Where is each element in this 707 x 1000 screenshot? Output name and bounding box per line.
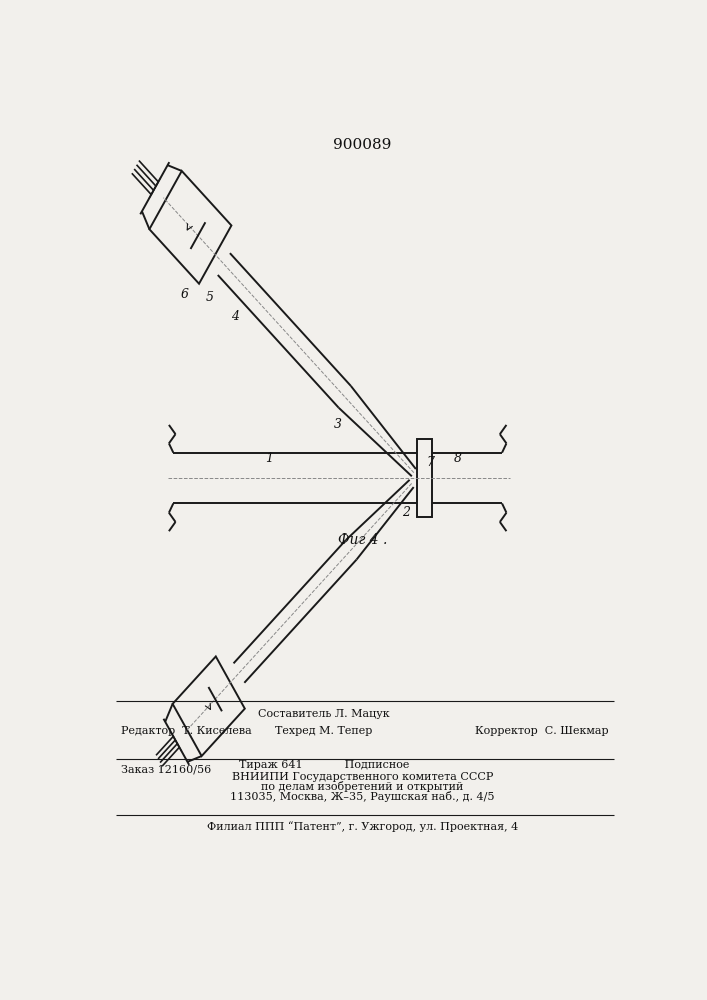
Text: Техред М. Тепер: Техред М. Тепер	[275, 726, 373, 736]
Text: Тираж 641            Подписное: Тираж 641 Подписное	[239, 760, 409, 770]
Text: 900089: 900089	[333, 138, 392, 152]
Polygon shape	[417, 439, 433, 517]
Text: Филиал ППП “Патент”, г. Ужгород, ул. Проектная, 4: Филиал ППП “Патент”, г. Ужгород, ул. Про…	[206, 821, 518, 832]
Text: 2: 2	[402, 506, 410, 519]
Text: 113035, Москва, Ж–35, Раушская наб., д. 4/5: 113035, Москва, Ж–35, Раушская наб., д. …	[230, 791, 495, 802]
Text: Корректор  С. Шекмар: Корректор С. Шекмар	[475, 726, 609, 736]
Text: по делам изобретений и открытий: по делам изобретений и открытий	[261, 781, 464, 792]
Text: 8: 8	[454, 452, 462, 465]
Text: 5: 5	[206, 291, 214, 304]
Polygon shape	[173, 656, 245, 756]
Text: 6: 6	[180, 288, 188, 301]
Text: ВНИИПИ Государственного комитета СССР: ВНИИПИ Государственного комитета СССР	[232, 772, 493, 782]
Text: 7: 7	[426, 456, 434, 469]
Text: 3: 3	[334, 418, 341, 431]
Text: 4: 4	[231, 310, 239, 323]
Text: 1: 1	[265, 452, 273, 465]
Text: Заказ 12160/56: Заказ 12160/56	[122, 764, 211, 774]
Text: Фиг 4 .: Фиг 4 .	[338, 533, 387, 547]
Polygon shape	[149, 171, 231, 284]
Text: Составитель Л. Мацук: Составитель Л. Мацук	[258, 709, 390, 719]
Text: Редактор  Т. Киселева: Редактор Т. Киселева	[122, 726, 252, 736]
